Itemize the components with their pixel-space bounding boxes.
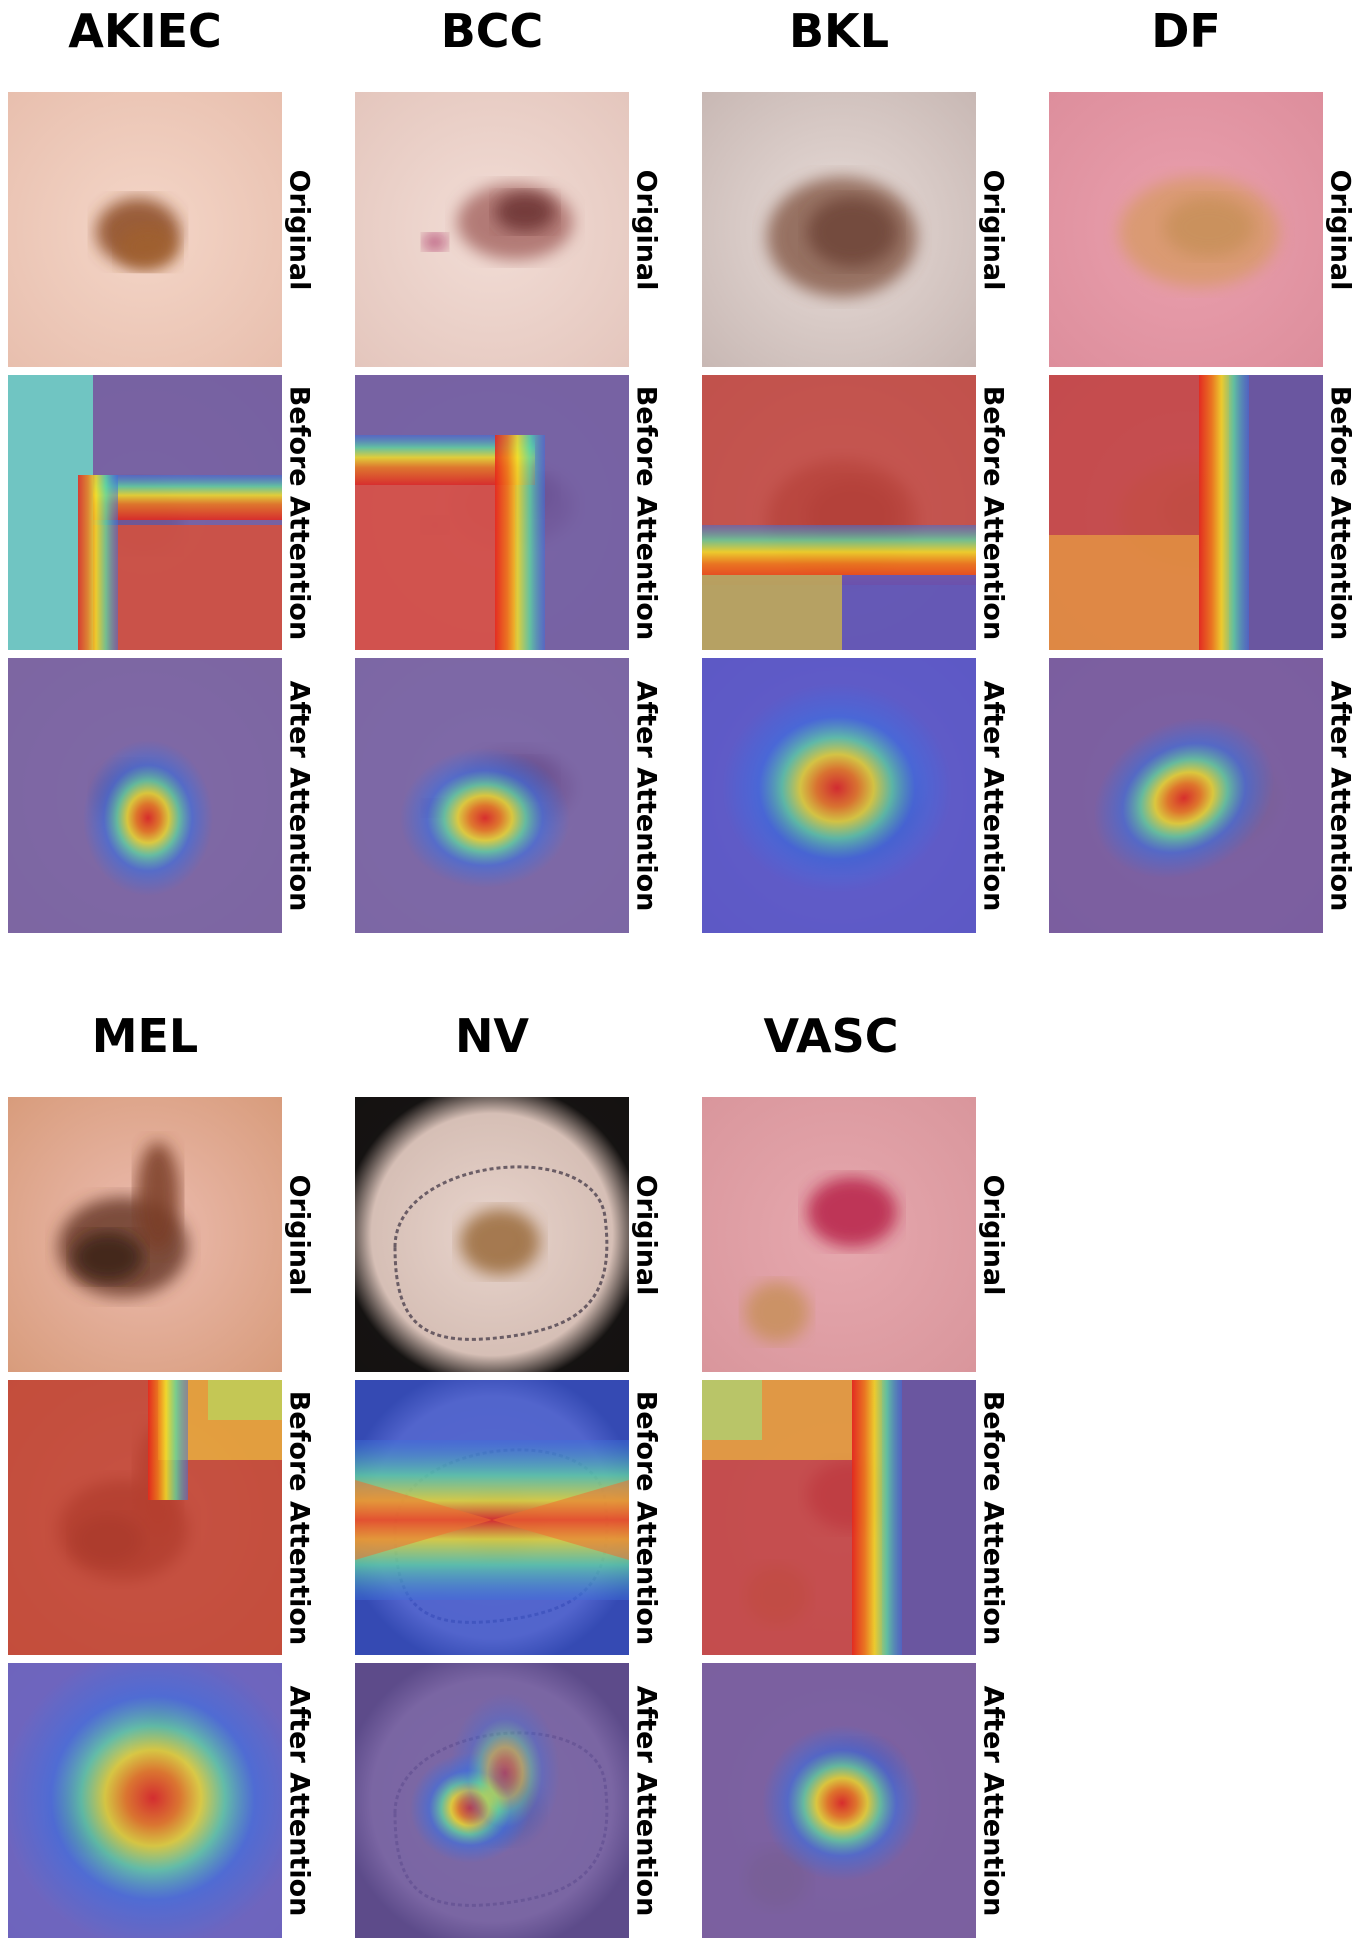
image-bkl-after xyxy=(702,658,976,933)
class-title-df: DF xyxy=(1151,4,1221,58)
row-label-df-before: Before Attention xyxy=(1324,375,1356,650)
row-label-bcc-before: Before Attention xyxy=(630,375,662,650)
row-label-nv-after: After Attention xyxy=(630,1663,662,1938)
row-label-text: Before Attention xyxy=(977,385,1009,640)
panel-nv-original xyxy=(355,1097,629,1372)
image-nv-before xyxy=(355,1380,629,1655)
panel-df-after xyxy=(1049,658,1323,933)
panel-bcc-after xyxy=(355,658,629,933)
row-label-text: Before Attention xyxy=(630,1390,662,1645)
row-label-bkl-original: Original xyxy=(977,92,1009,367)
class-title-mel: MEL xyxy=(91,1009,199,1063)
row-label-df-original: Original xyxy=(1324,92,1356,367)
panel-vasc-after xyxy=(702,1663,976,1938)
panel-akiec-original xyxy=(8,92,282,367)
row-label-text: Original xyxy=(977,169,1009,290)
row-label-text: Original xyxy=(630,169,662,290)
panel-mel-after xyxy=(8,1663,282,1938)
row-label-text: Original xyxy=(1324,169,1356,290)
image-mel-after xyxy=(8,1663,282,1938)
row-label-akiec-after: After Attention xyxy=(283,658,315,933)
panel-akiec-after xyxy=(8,658,282,933)
image-df-after xyxy=(1049,658,1323,933)
image-akiec-original xyxy=(8,92,282,367)
image-bcc-after xyxy=(355,658,629,933)
row-label-mel-before: Before Attention xyxy=(283,1380,315,1655)
class-title-vasc: VASC xyxy=(763,1009,899,1063)
row-label-text: Before Attention xyxy=(630,385,662,640)
class-title-nv: NV xyxy=(454,1009,530,1063)
row-label-text: Original xyxy=(630,1174,662,1295)
row-label-text: Original xyxy=(977,1174,1009,1295)
image-bcc-original xyxy=(355,92,629,367)
image-nv-original xyxy=(355,1097,629,1372)
row-label-bcc-after: After Attention xyxy=(630,658,662,933)
row-label-df-after: After Attention xyxy=(1324,658,1356,933)
row-label-vasc-after: After Attention xyxy=(977,1663,1009,1938)
row-label-text: After Attention xyxy=(283,680,315,911)
class-title-bcc: BCC xyxy=(440,4,544,58)
panel-df-before xyxy=(1049,375,1323,650)
row-label-text: Before Attention xyxy=(283,385,315,640)
image-vasc-after xyxy=(702,1663,976,1938)
row-label-text: Before Attention xyxy=(977,1390,1009,1645)
panel-mel-before xyxy=(8,1380,282,1655)
row-label-bcc-original: Original xyxy=(630,92,662,367)
image-bcc-before xyxy=(355,375,629,650)
row-label-text: Before Attention xyxy=(283,1390,315,1645)
class-title-bkl: BKL xyxy=(788,4,890,58)
panel-bcc-original xyxy=(355,92,629,367)
row-label-text: After Attention xyxy=(283,1685,315,1916)
image-akiec-after xyxy=(8,658,282,933)
panel-bkl-after xyxy=(702,658,976,933)
row-label-vasc-before: Before Attention xyxy=(977,1380,1009,1655)
row-label-text: Before Attention xyxy=(1324,385,1356,640)
row-label-vasc-original: Original xyxy=(977,1097,1009,1372)
image-mel-before xyxy=(8,1380,282,1655)
panel-df-original xyxy=(1049,92,1323,367)
row-label-text: After Attention xyxy=(1324,680,1356,911)
row-label-text: After Attention xyxy=(977,680,1009,911)
panel-bkl-original xyxy=(702,92,976,367)
row-label-nv-original: Original xyxy=(630,1097,662,1372)
image-bkl-original xyxy=(702,92,976,367)
image-nv-after xyxy=(355,1663,629,1938)
row-label-mel-after: After Attention xyxy=(283,1663,315,1938)
row-label-text: After Attention xyxy=(977,1685,1009,1916)
row-label-nv-before: Before Attention xyxy=(630,1380,662,1655)
row-label-text: Original xyxy=(283,169,315,290)
panel-bcc-before xyxy=(355,375,629,650)
image-akiec-before xyxy=(8,375,282,650)
panel-vasc-original xyxy=(702,1097,976,1372)
row-label-text: Original xyxy=(283,1174,315,1295)
panel-vasc-before xyxy=(702,1380,976,1655)
row-label-akiec-before: Before Attention xyxy=(283,375,315,650)
image-mel-original xyxy=(8,1097,282,1372)
panel-nv-after xyxy=(355,1663,629,1938)
image-vasc-original xyxy=(702,1097,976,1372)
image-vasc-before xyxy=(702,1380,976,1655)
row-label-bkl-before: Before Attention xyxy=(977,375,1009,650)
panel-nv-before xyxy=(355,1380,629,1655)
row-label-text: After Attention xyxy=(630,680,662,911)
image-bkl-before xyxy=(702,375,976,650)
row-label-akiec-original: Original xyxy=(283,92,315,367)
panel-akiec-before xyxy=(8,375,282,650)
panel-bkl-before xyxy=(702,375,976,650)
image-df-original xyxy=(1049,92,1323,367)
row-label-mel-original: Original xyxy=(283,1097,315,1372)
class-title-akiec: AKIEC xyxy=(68,4,222,58)
image-df-before xyxy=(1049,375,1323,650)
row-label-bkl-after: After Attention xyxy=(977,658,1009,933)
row-label-text: After Attention xyxy=(630,1685,662,1916)
panel-mel-original xyxy=(8,1097,282,1372)
